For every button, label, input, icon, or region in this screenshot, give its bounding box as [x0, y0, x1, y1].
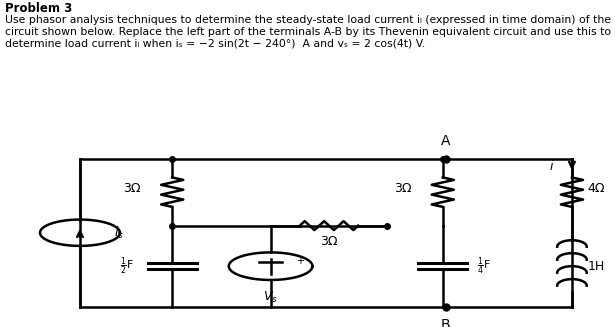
Text: determine load current iₗ when iₛ = −2 sin(2t − 240°)  A and vₛ = 2 cos(4t) V.: determine load current iₗ when iₛ = −2 s… — [5, 39, 425, 49]
Text: $\frac{1}{2}$F: $\frac{1}{2}$F — [120, 255, 134, 277]
Text: 3Ω: 3Ω — [394, 181, 411, 195]
Text: A: A — [441, 133, 451, 147]
Text: +: + — [296, 256, 304, 266]
Text: B: B — [441, 318, 451, 327]
Text: i: i — [550, 160, 554, 173]
Text: 1H: 1H — [587, 260, 605, 273]
Text: $V_s$: $V_s$ — [263, 289, 278, 304]
Text: circuit shown below. Replace the left part of the terminals A-B by its Thevenin : circuit shown below. Replace the left pa… — [5, 27, 611, 37]
Text: 4Ω: 4Ω — [587, 181, 605, 195]
Text: Problem 3: Problem 3 — [5, 2, 72, 15]
Text: 3Ω: 3Ω — [320, 235, 338, 248]
Text: Use phasor analysis techniques to determine the steady-state load current iₗ (ex: Use phasor analysis techniques to determ… — [5, 15, 611, 25]
Text: $i_s$: $i_s$ — [114, 225, 124, 241]
Text: $\frac{1}{4}$F: $\frac{1}{4}$F — [477, 255, 491, 277]
Text: 3Ω: 3Ω — [124, 181, 141, 195]
